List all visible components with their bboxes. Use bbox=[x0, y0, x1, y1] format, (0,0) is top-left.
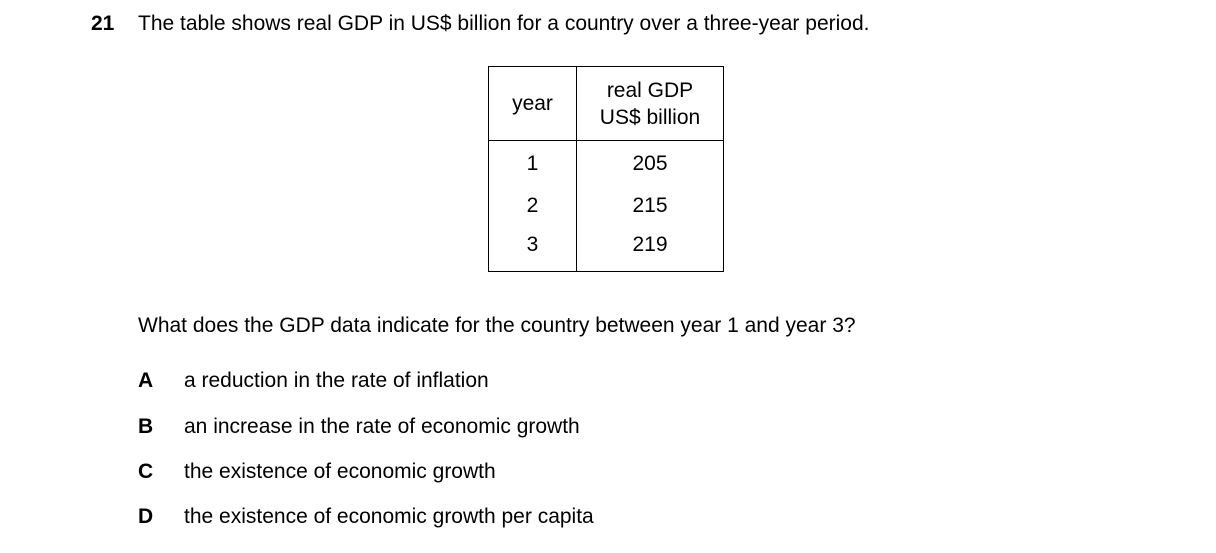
cell-gdp: 215 bbox=[576, 185, 724, 227]
option-letter: C bbox=[138, 460, 154, 483]
cell-year: 2 bbox=[488, 185, 577, 227]
option-text: a reduction in the rate of inflation bbox=[184, 369, 489, 392]
header-year: year bbox=[488, 66, 577, 141]
gdp-table: year real GDP US$ billion 1 205 2 215 3 … bbox=[488, 66, 724, 272]
option-text: an increase in the rate of economic grow… bbox=[184, 415, 580, 438]
header-gdp-line2: US$ billion bbox=[599, 105, 701, 129]
cell-year: 1 bbox=[488, 140, 577, 185]
table-row: 3 219 bbox=[488, 227, 724, 272]
header-gdp-line1: real GDP bbox=[606, 78, 694, 102]
option-letter: B bbox=[138, 415, 154, 438]
table-row: 1 205 bbox=[488, 140, 724, 185]
cell-year: 3 bbox=[488, 227, 577, 272]
option-letter: D bbox=[138, 505, 154, 528]
question-number: 21 bbox=[91, 12, 115, 35]
option-text: the existence of economic growth bbox=[184, 460, 496, 483]
table-row: 2 215 bbox=[488, 185, 724, 227]
cell-gdp: 205 bbox=[576, 140, 724, 185]
option-text: the existence of economic growth per cap… bbox=[184, 505, 594, 528]
option-letter: A bbox=[138, 369, 154, 392]
cell-gdp: 219 bbox=[576, 227, 724, 272]
table-header-row: year real GDP US$ billion bbox=[488, 66, 724, 141]
question-prompt: What does the GDP data indicate for the … bbox=[138, 314, 856, 337]
header-real-gdp: real GDP US$ billion bbox=[576, 66, 724, 141]
question-stem: The table shows real GDP in US$ billion … bbox=[138, 12, 870, 35]
